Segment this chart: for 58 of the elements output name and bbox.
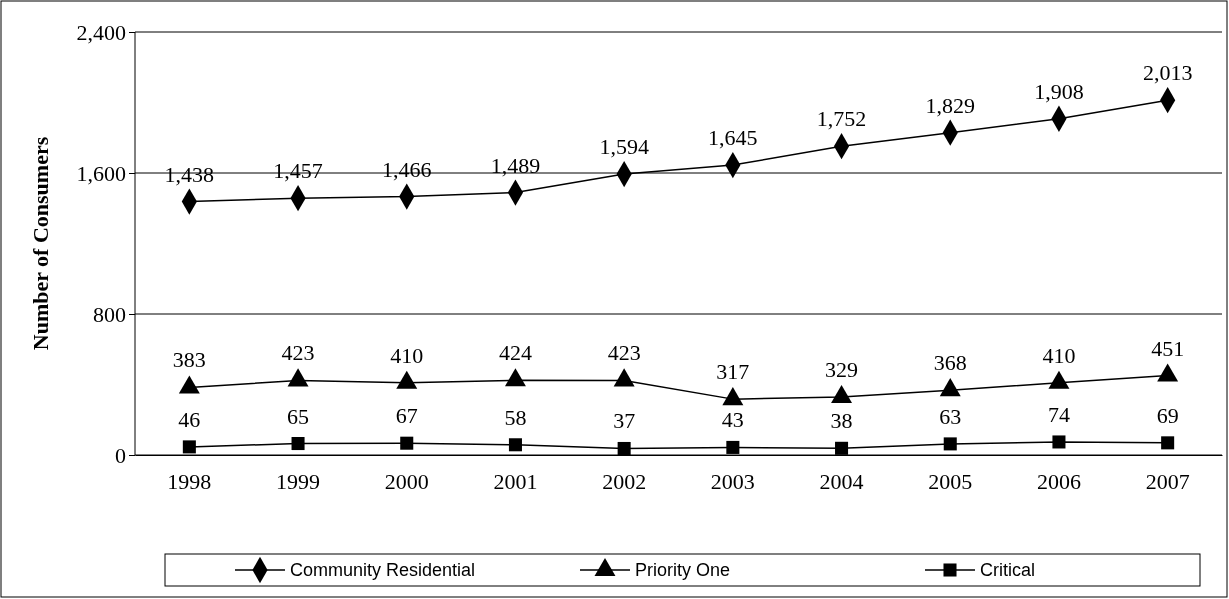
- data-label: 1,457: [273, 158, 323, 184]
- legend-label: Critical: [980, 560, 1036, 580]
- data-label: 1,829: [925, 92, 975, 118]
- y-axis-title: Number of Consumers: [28, 136, 53, 351]
- data-label: 74: [1047, 401, 1070, 427]
- point: [617, 441, 631, 455]
- point: [943, 437, 957, 451]
- y-tick-label: 0: [115, 442, 126, 468]
- data-label: 423: [281, 340, 315, 366]
- data-label: 368: [933, 350, 967, 376]
- data-label: 2,013: [1142, 60, 1193, 86]
- point: [291, 437, 305, 451]
- data-label: 69: [1156, 402, 1179, 428]
- data-label: 67: [395, 403, 418, 429]
- legend-label: Community Residential: [290, 560, 476, 580]
- point: [1052, 435, 1066, 449]
- data-label: 1,489: [490, 152, 541, 178]
- point: [726, 440, 740, 454]
- legend-label: Priority One: [635, 560, 731, 580]
- x-tick-label: 2007: [1145, 468, 1190, 494]
- data-label: 46: [178, 406, 201, 432]
- x-tick-label: 2001: [493, 468, 538, 494]
- data-label: 451: [1151, 335, 1185, 361]
- x-tick-label: 1998: [167, 468, 212, 494]
- x-tick-label: 2002: [602, 468, 647, 494]
- y-tick-label: 800: [93, 301, 126, 327]
- point: [835, 441, 849, 455]
- data-label: 1,752: [816, 106, 867, 132]
- y-tick-label: 2,400: [76, 19, 126, 45]
- data-label: 424: [498, 340, 532, 366]
- data-label: 1,466: [382, 156, 432, 182]
- x-tick-label: 2003: [710, 468, 755, 494]
- data-label: 38: [830, 408, 853, 434]
- data-label: 43: [721, 407, 744, 433]
- data-label: 329: [825, 357, 859, 383]
- point: [400, 436, 414, 450]
- data-label: 1,645: [708, 125, 758, 151]
- data-label: 65: [287, 403, 310, 429]
- data-label: 63: [939, 403, 962, 429]
- data-label: 37: [613, 408, 636, 434]
- x-tick-label: 2005: [928, 468, 973, 494]
- data-label: 1,594: [599, 134, 649, 160]
- x-tick-label: 2006: [1036, 468, 1081, 494]
- data-label: 317: [716, 359, 750, 385]
- x-tick-label: 1999: [276, 468, 321, 494]
- data-label: 410: [1042, 342, 1076, 368]
- x-tick-label: 2004: [819, 468, 864, 494]
- data-label: 1,438: [164, 161, 215, 187]
- data-label: 410: [390, 342, 424, 368]
- data-label: 1,908: [1034, 78, 1084, 104]
- data-label: 383: [172, 347, 206, 373]
- data-label: 423: [607, 340, 641, 366]
- point: [508, 438, 522, 452]
- y-tick-label: 1,600: [76, 160, 126, 186]
- x-tick-label: 2000: [384, 468, 429, 494]
- point: [1161, 436, 1175, 450]
- data-label: 58: [504, 404, 527, 430]
- point: [182, 440, 196, 454]
